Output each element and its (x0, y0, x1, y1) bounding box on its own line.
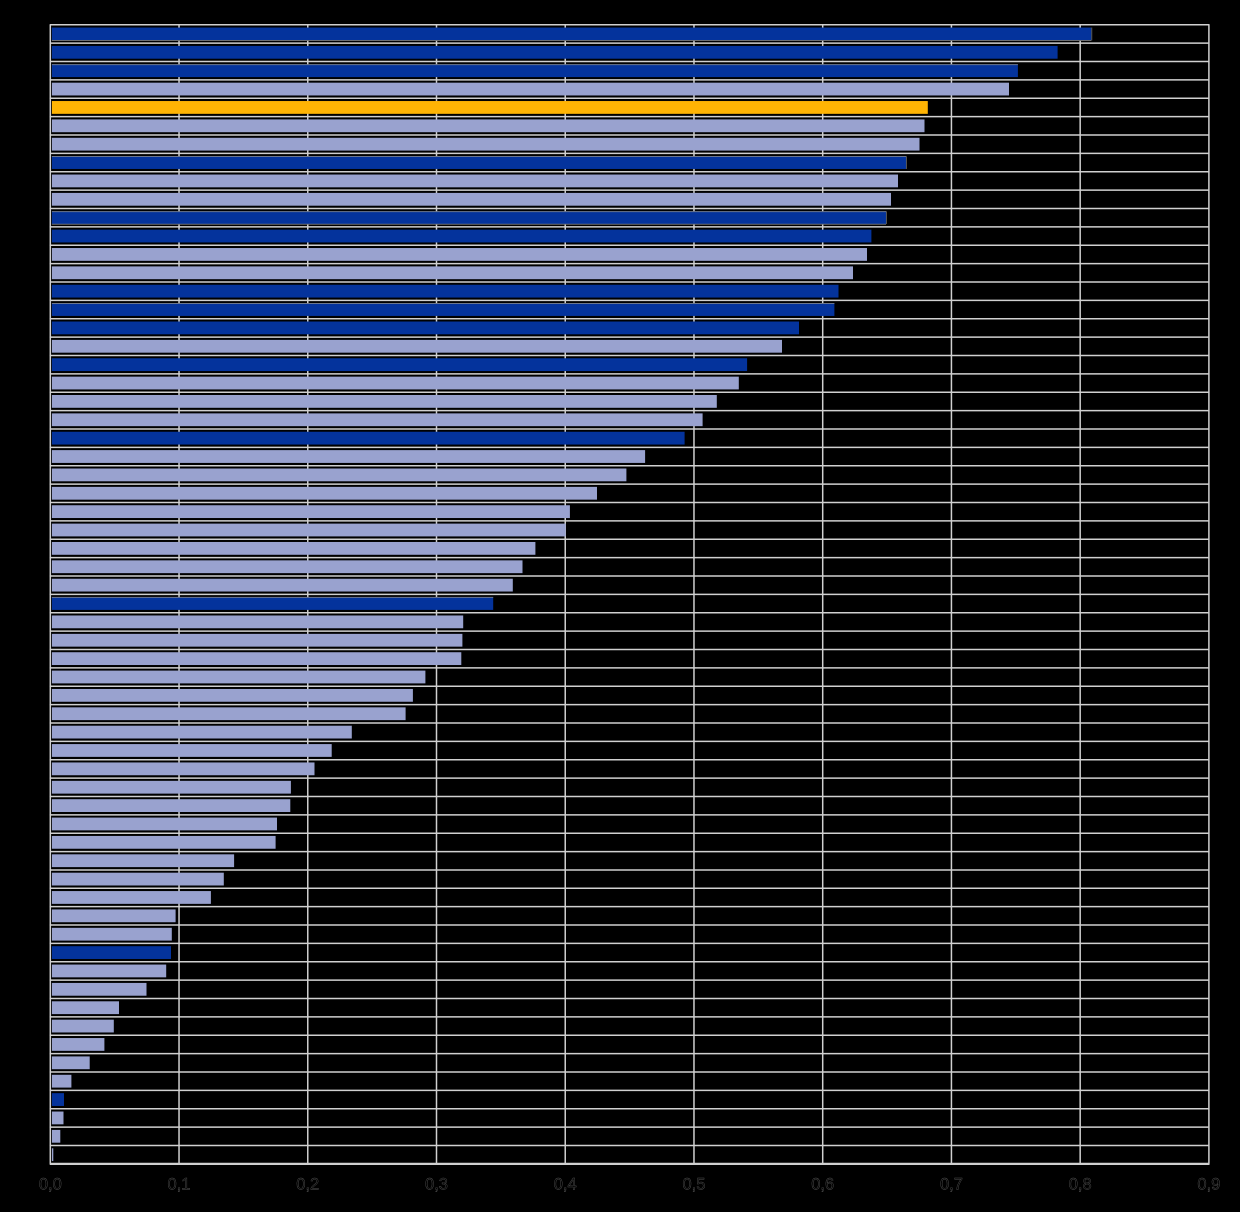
svg-text:0,4: 0,4 (554, 1176, 577, 1194)
svg-text:0,5: 0,5 (683, 1176, 706, 1194)
svg-text:0,0: 0,0 (39, 1176, 62, 1194)
svg-text:0,3: 0,3 (425, 1176, 448, 1194)
svg-text:0,6: 0,6 (811, 1176, 834, 1194)
svg-text:0,9: 0,9 (1197, 1176, 1220, 1194)
svg-text:0,2: 0,2 (296, 1176, 319, 1194)
svg-text:0,8: 0,8 (1069, 1176, 1092, 1194)
svg-text:0,7: 0,7 (940, 1176, 963, 1194)
svg-text:0,1: 0,1 (168, 1176, 191, 1194)
